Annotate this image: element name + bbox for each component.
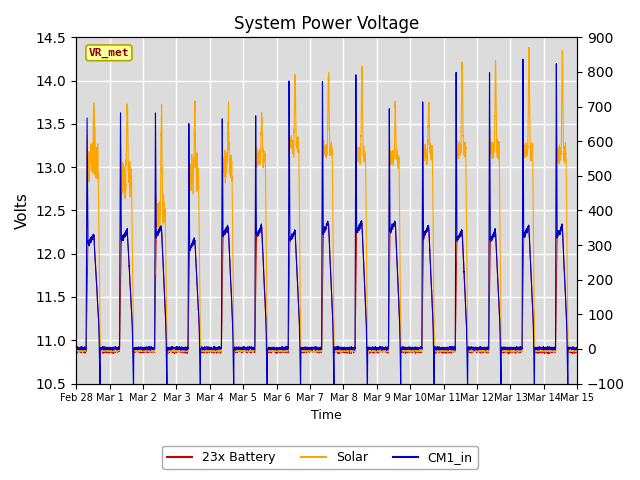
Y-axis label: Volts: Volts bbox=[15, 192, 30, 229]
X-axis label: Time: Time bbox=[311, 409, 342, 422]
Text: VR_met: VR_met bbox=[89, 48, 129, 58]
Title: System Power Voltage: System Power Voltage bbox=[234, 15, 419, 33]
Legend: 23x Battery, Solar, CM1_in: 23x Battery, Solar, CM1_in bbox=[163, 446, 477, 469]
